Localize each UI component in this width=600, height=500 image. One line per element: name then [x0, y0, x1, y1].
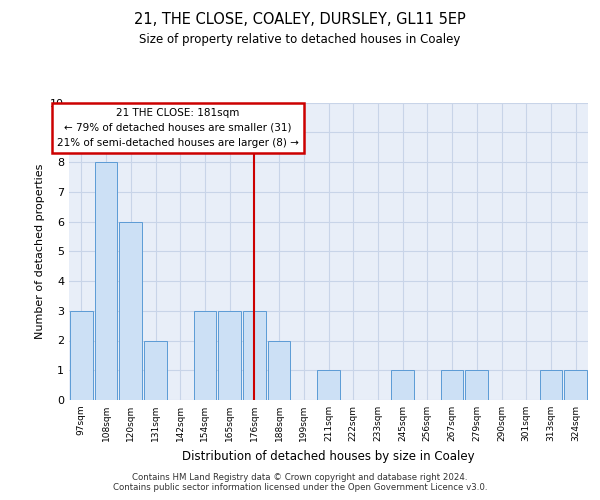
- Y-axis label: Number of detached properties: Number of detached properties: [35, 164, 44, 339]
- Bar: [70, 310, 93, 400]
- Bar: [243, 310, 266, 400]
- Bar: [391, 370, 414, 400]
- Text: Contains HM Land Registry data © Crown copyright and database right 2024.
Contai: Contains HM Land Registry data © Crown c…: [113, 473, 487, 492]
- Bar: [268, 340, 290, 400]
- Text: Size of property relative to detached houses in Coaley: Size of property relative to detached ho…: [139, 32, 461, 46]
- Bar: [218, 310, 241, 400]
- Text: 21, THE CLOSE, COALEY, DURSLEY, GL11 5EP: 21, THE CLOSE, COALEY, DURSLEY, GL11 5EP: [134, 12, 466, 28]
- Bar: [317, 370, 340, 400]
- X-axis label: Distribution of detached houses by size in Coaley: Distribution of detached houses by size …: [182, 450, 475, 462]
- Bar: [119, 222, 142, 400]
- Bar: [95, 162, 118, 400]
- Bar: [539, 370, 562, 400]
- Bar: [441, 370, 463, 400]
- Bar: [194, 310, 216, 400]
- Text: 21 THE CLOSE: 181sqm
← 79% of detached houses are smaller (31)
21% of semi-detac: 21 THE CLOSE: 181sqm ← 79% of detached h…: [57, 108, 299, 148]
- Bar: [144, 340, 167, 400]
- Bar: [564, 370, 587, 400]
- Bar: [466, 370, 488, 400]
